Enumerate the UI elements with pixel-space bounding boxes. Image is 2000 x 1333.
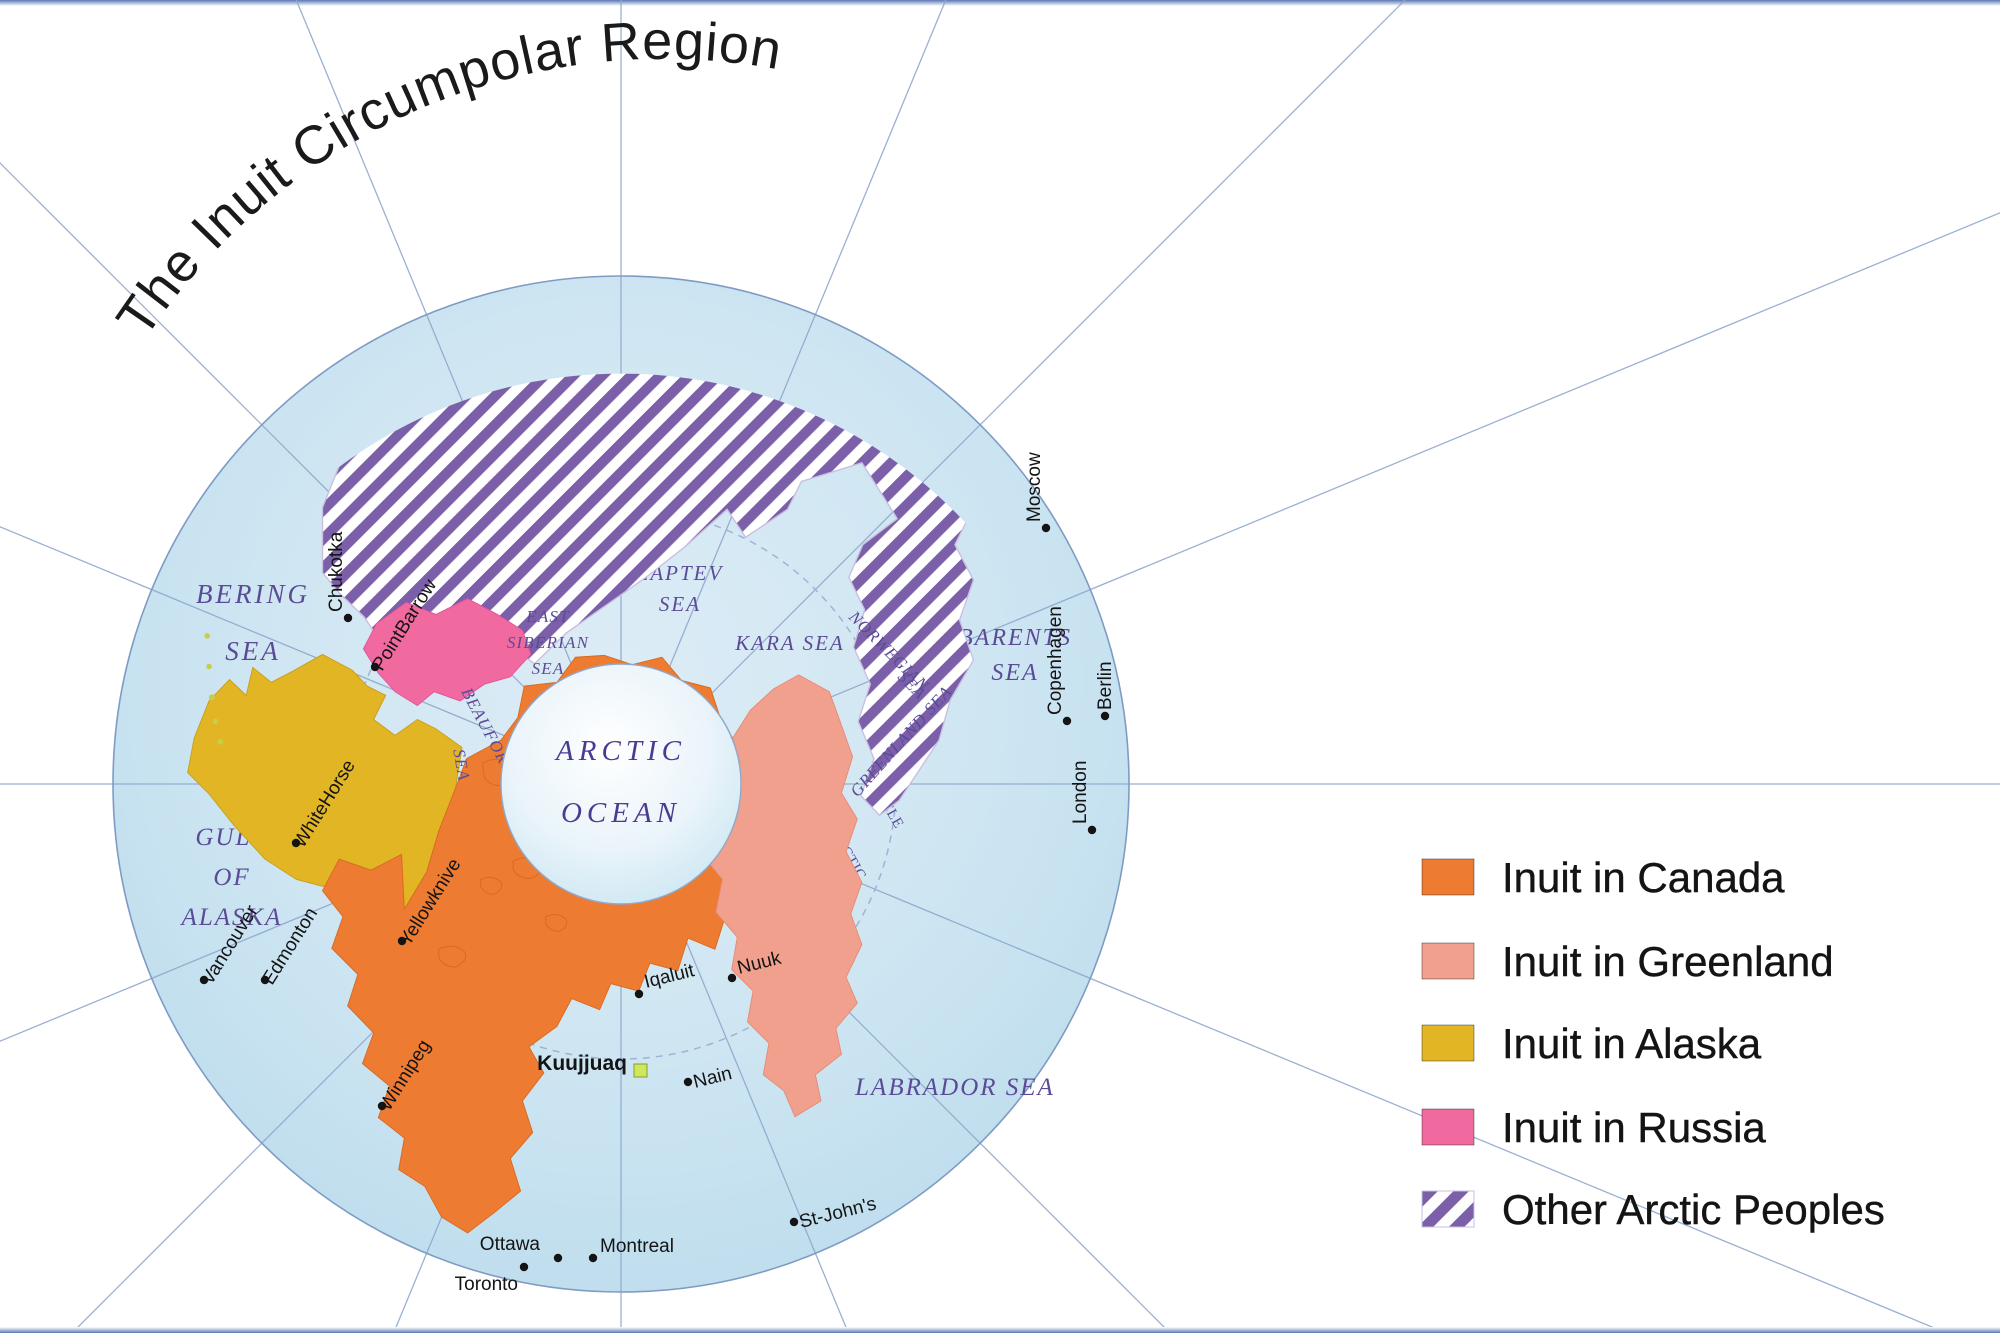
svg-text:SEA: SEA <box>659 592 701 616</box>
svg-text:Inuit in Alaska: Inuit in Alaska <box>1502 1020 1762 1067</box>
svg-text:Berlin: Berlin <box>1095 661 1116 710</box>
svg-text:Toronto: Toronto <box>455 1274 518 1295</box>
svg-text:Inuit in Russia: Inuit in Russia <box>1502 1104 1766 1151</box>
svg-text:SEA: SEA <box>532 659 565 678</box>
svg-text:EAST: EAST <box>525 607 570 626</box>
svg-text:London: London <box>1070 761 1091 824</box>
svg-text:Moscow: Moscow <box>1024 452 1045 522</box>
svg-text:Ottawa: Ottawa <box>480 1234 541 1255</box>
svg-text:OF: OF <box>213 864 250 891</box>
svg-text:SIBERIAN: SIBERIAN <box>507 633 590 652</box>
svg-text:LABRADOR SEA: LABRADOR SEA <box>854 1074 1055 1101</box>
svg-text:Inuit in Greenland: Inuit in Greenland <box>1502 938 1834 985</box>
svg-text:ARCTIC: ARCTIC <box>554 735 686 767</box>
svg-text:BERING: BERING <box>196 579 310 609</box>
svg-text:Copenhagen: Copenhagen <box>1045 606 1066 715</box>
svg-text:Chukotka: Chukotka <box>326 531 347 612</box>
svg-text:OCEAN: OCEAN <box>561 797 681 829</box>
svg-text:KARA SEA: KARA SEA <box>734 631 845 655</box>
svg-text:SEA: SEA <box>991 660 1038 686</box>
svg-text:Other Arctic Peoples: Other Arctic Peoples <box>1502 1186 1885 1233</box>
svg-text:SEA: SEA <box>225 636 281 666</box>
svg-text:Montreal: Montreal <box>600 1236 674 1257</box>
svg-text:Kuujjuaq: Kuujjuaq <box>537 1052 627 1075</box>
svg-text:Inuit in Canada: Inuit in Canada <box>1502 854 1785 901</box>
